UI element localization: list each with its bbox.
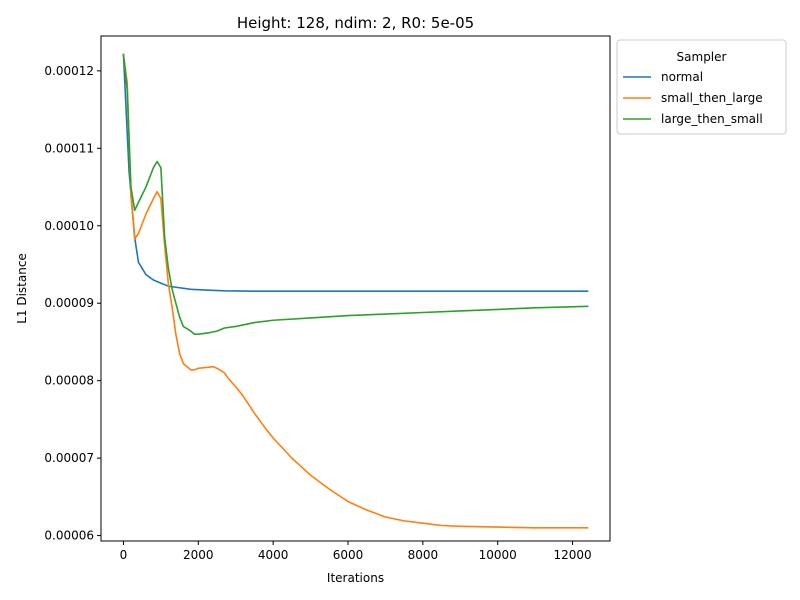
legend-label: normal [661, 70, 703, 84]
legend-title: Sampler [677, 50, 727, 64]
x-tick-label: 10000 [479, 548, 517, 562]
y-tick-label: 0.00011 [44, 141, 94, 155]
legend-items: normal small_then_large large_then_small [623, 70, 763, 126]
y-tick-label: 0.00007 [44, 451, 94, 465]
x-tick-label: 8000 [408, 548, 439, 562]
x-axis-ticks: 0 2000 4000 6000 8000 10000 12000 [120, 541, 592, 562]
series-group [122, 53, 589, 529]
y-tick-label: 0.00012 [44, 64, 94, 78]
x-tick-label: 2000 [183, 548, 214, 562]
x-tick-label: 12000 [553, 548, 591, 562]
legend: Sampler normal small_then_large large_then… [616, 39, 787, 135]
legend-box [616, 39, 787, 135]
plot-frame [100, 35, 611, 542]
y-tick-label: 0.00009 [44, 296, 94, 310]
series-line-normal [122, 53, 589, 293]
chart-title: Height: 128, ndim: 2, R0: 5e-05 [237, 14, 474, 32]
y-tick-label: 0.00010 [44, 219, 94, 233]
y-tick-label: 0.00006 [44, 529, 94, 543]
x-tick-label: 0 [120, 548, 128, 562]
y-axis-title: L1 Distance [15, 253, 29, 324]
legend-label: large_then_small [661, 112, 763, 126]
x-tick-label: 6000 [333, 548, 364, 562]
y-tick-label: 0.00008 [44, 374, 94, 388]
x-axis-title: Iterations [327, 571, 384, 585]
series-line-small-then-large [122, 53, 589, 529]
y-axis-ticks: 0.00006 0.00007 0.00008 0.00009 0.00010 0.000… [44, 64, 101, 543]
legend-label: small_then_large [661, 91, 763, 105]
x-tick-label: 4000 [258, 548, 289, 562]
plot-area [101, 36, 610, 541]
series-line-large-then-small [122, 53, 589, 336]
